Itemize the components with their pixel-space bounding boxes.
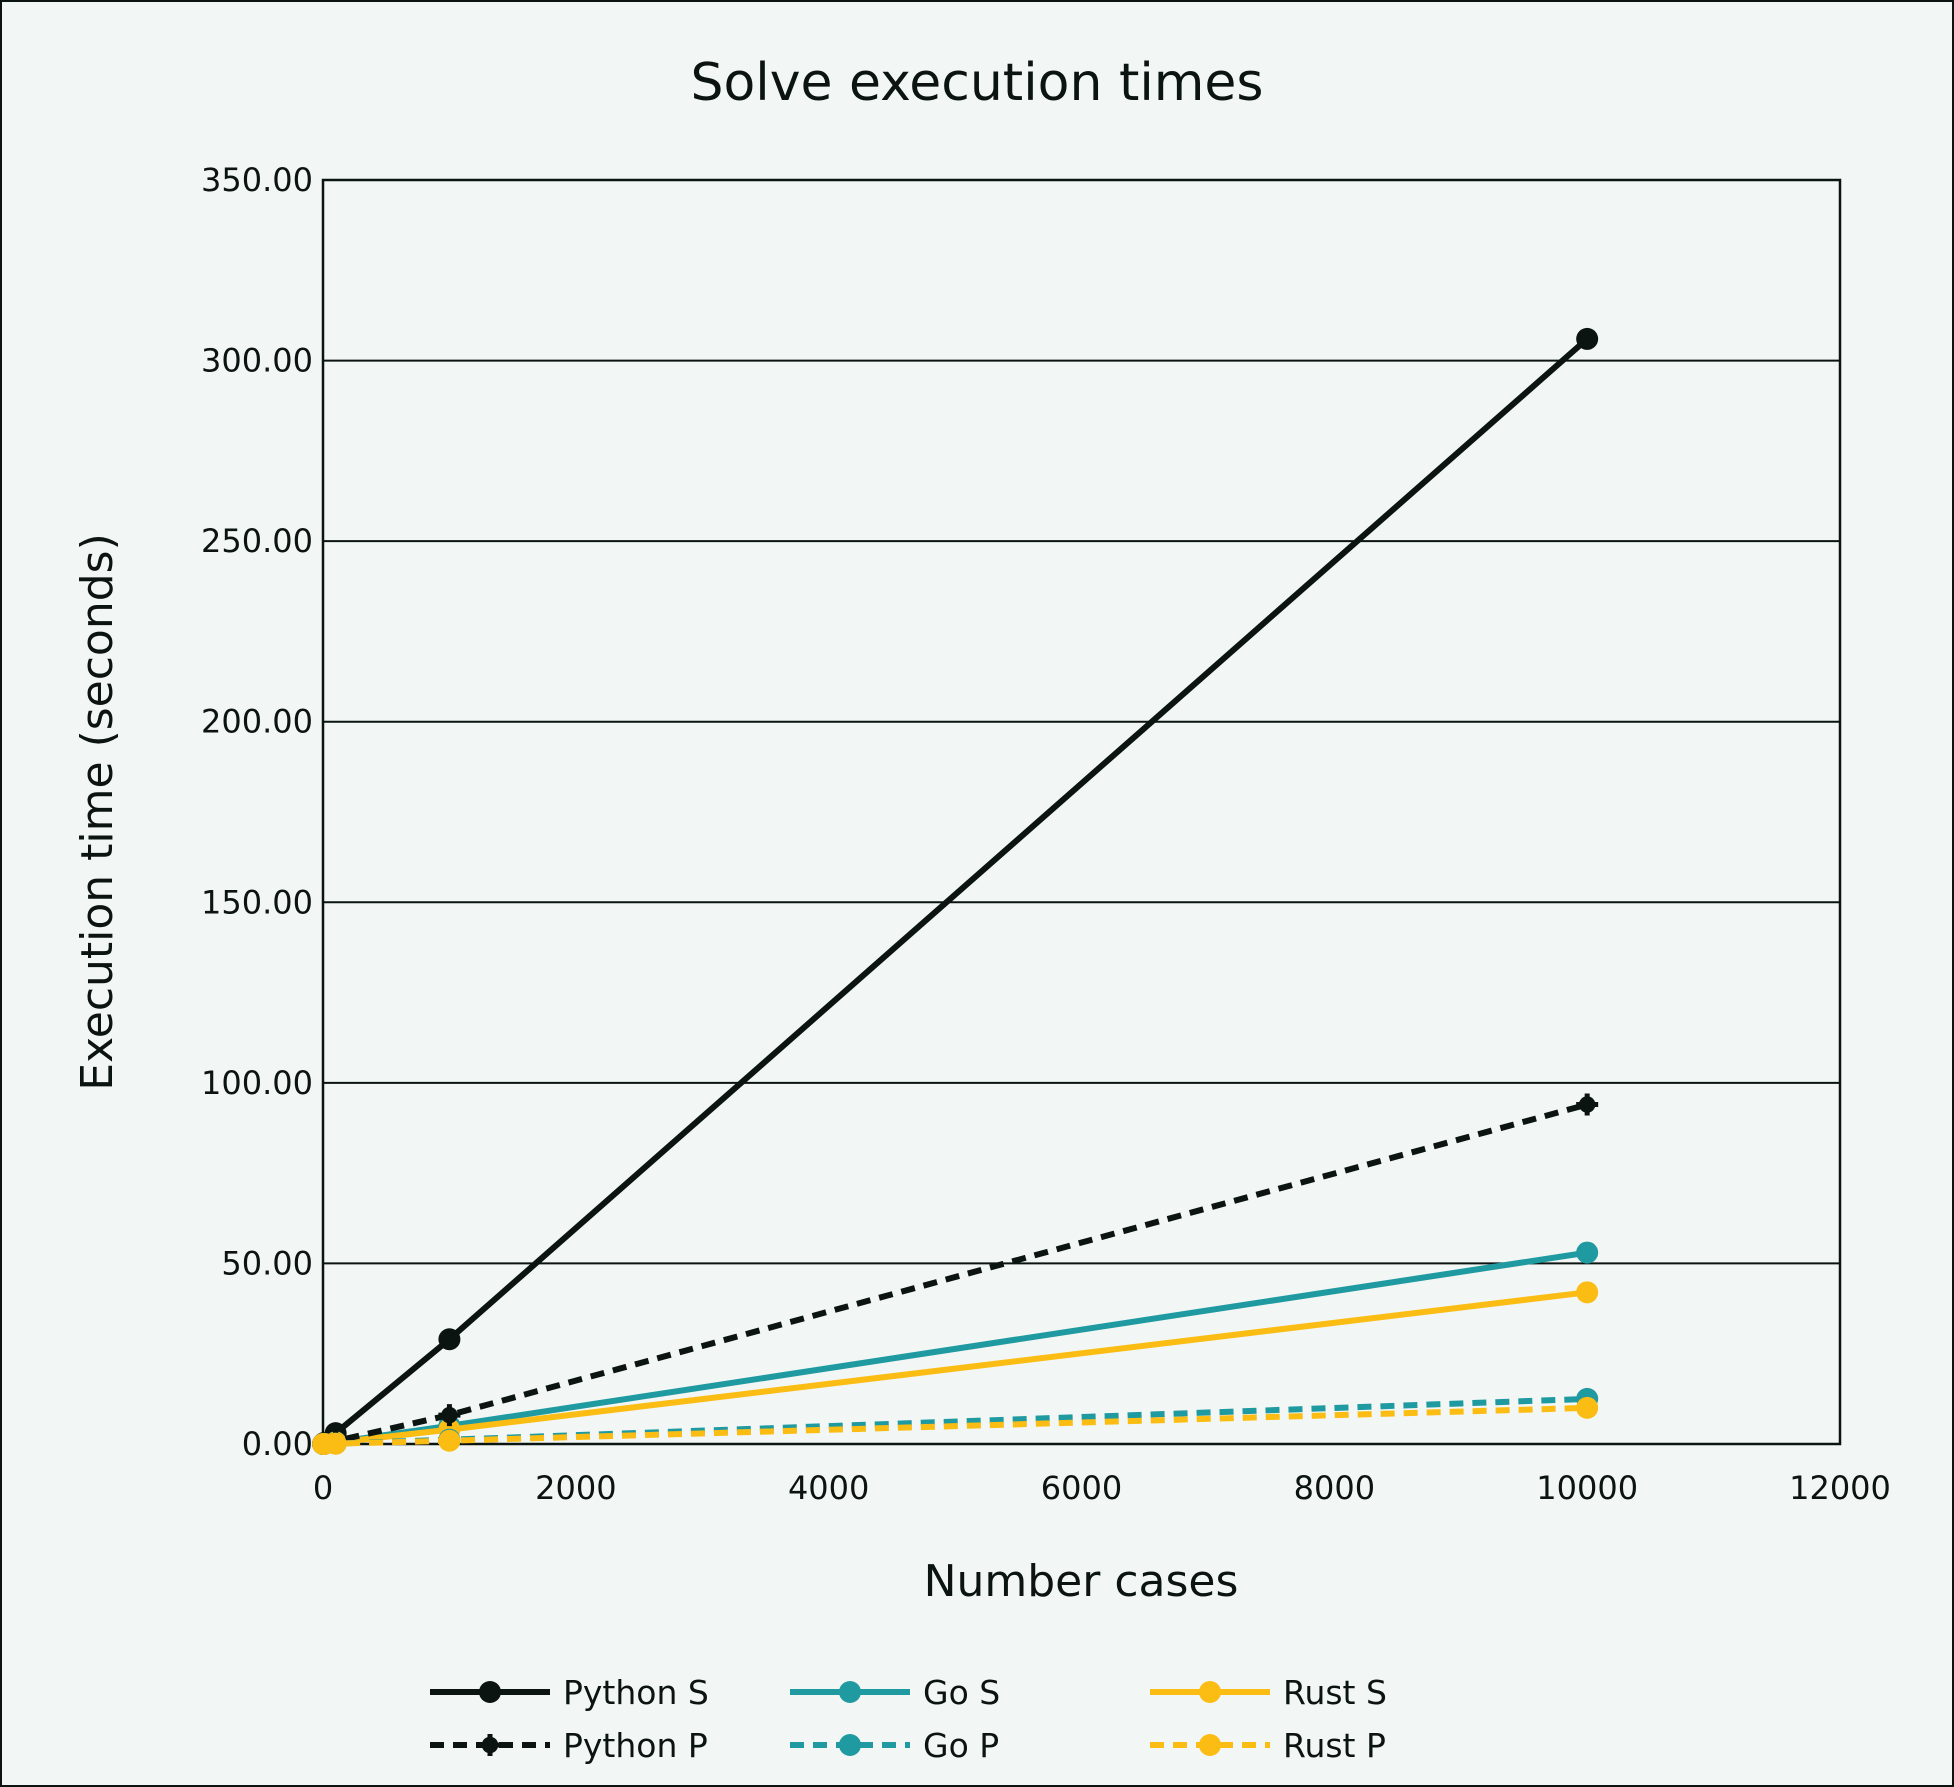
legend: Python S Go S Rust S Python P Go P Rust P — [430, 1673, 1387, 1765]
x-axis-title: Number cases — [924, 1556, 1239, 1607]
y-tick-label: 350.00 — [201, 161, 313, 199]
data-point — [438, 1429, 461, 1452]
data-point — [1199, 1681, 1221, 1703]
y-tick-label: 50.00 — [221, 1244, 313, 1282]
x-tick-label: 0 — [313, 1469, 333, 1507]
x-tick-label: 12000 — [1789, 1469, 1891, 1507]
legend-label: Go S — [923, 1673, 1000, 1712]
legend-label: Python P — [563, 1726, 708, 1765]
data-point — [1576, 1281, 1599, 1304]
data-point — [839, 1681, 861, 1703]
data-point — [479, 1681, 501, 1703]
y-tick-label: 300.00 — [201, 342, 313, 380]
data-point — [438, 1328, 461, 1351]
legend-label: Rust S — [1283, 1673, 1387, 1712]
plot-area-border — [321, 178, 1842, 1446]
chart-title: Solve execution times — [690, 53, 1263, 113]
legend-item: Python P — [430, 1726, 708, 1765]
legend-item: Go P — [790, 1726, 999, 1765]
y-axis-title: Execution time (seconds) — [72, 533, 123, 1090]
y-tick-label: 150.00 — [201, 883, 313, 921]
y-tick-label: 100.00 — [201, 1064, 313, 1102]
x-tick-label: 8000 — [1294, 1469, 1375, 1507]
data-point — [1199, 1734, 1221, 1756]
legend-item: Python S — [430, 1673, 709, 1712]
legend-label: Rust P — [1283, 1726, 1386, 1765]
x-tick-label: 2000 — [535, 1469, 616, 1507]
y-tick-label: 250.00 — [201, 522, 313, 560]
x-axis-tick-labels: 0 2000 4000 6000 8000 10000 12000 — [313, 1469, 1891, 1507]
legend-label: Python S — [563, 1673, 709, 1712]
series-rust-p — [312, 1396, 1599, 1455]
legend-item: Rust S — [1150, 1673, 1387, 1712]
data-point — [1576, 1396, 1599, 1419]
legend-item: Go S — [790, 1673, 1000, 1712]
y-tick-label: 0.00 — [242, 1425, 313, 1463]
series-lines — [312, 327, 1599, 1455]
data-point — [839, 1734, 861, 1756]
x-tick-label: 10000 — [1536, 1469, 1638, 1507]
data-point — [324, 1432, 347, 1455]
y-tick-label: 200.00 — [201, 703, 313, 741]
data-point-cross — [438, 1404, 461, 1427]
data-point-cross — [1576, 1093, 1599, 1116]
y-axis-tick-labels: 0.00 50.00 100.00 150.00 200.00 250.00 300.00 3… — [201, 161, 313, 1463]
data-point — [1576, 327, 1599, 350]
legend-label: Go P — [923, 1726, 999, 1765]
data-point-cross — [479, 1734, 501, 1756]
x-tick-label: 6000 — [1041, 1469, 1122, 1507]
data-point — [1576, 1241, 1599, 1264]
legend-item: Rust P — [1150, 1726, 1386, 1765]
x-tick-label: 4000 — [788, 1469, 869, 1507]
